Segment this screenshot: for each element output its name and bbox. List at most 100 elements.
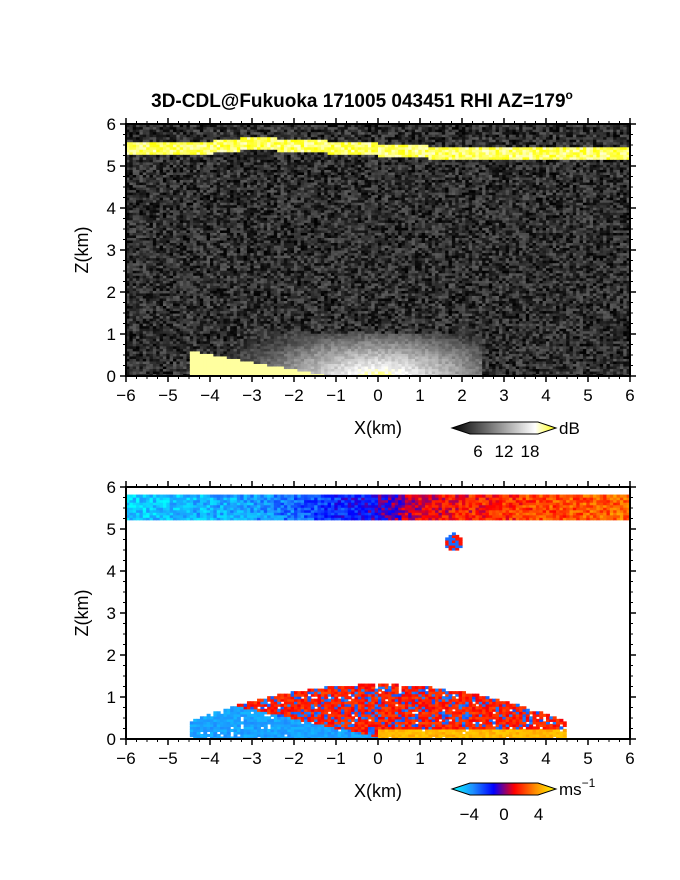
snr-cell [176, 280, 181, 284]
snr-cell [179, 328, 184, 332]
snr-cell [173, 290, 177, 294]
snr-cell [129, 164, 134, 168]
snr-cell [156, 232, 161, 236]
snr-cell [139, 174, 144, 178]
snr-cell [166, 189, 171, 193]
snr-cell [176, 292, 181, 296]
snr-cell [199, 350, 204, 354]
snr-cell [129, 290, 134, 294]
snr-cell [129, 247, 134, 251]
snr-cell [136, 126, 141, 130]
snr-cell [173, 179, 177, 183]
snr-cell [132, 267, 137, 271]
snr-cell [146, 300, 151, 304]
snr-cell [126, 285, 130, 289]
snr-cell [136, 184, 141, 188]
snr-cell [179, 363, 184, 367]
snr-cell [199, 149, 204, 153]
snr-cell [166, 154, 171, 158]
snr-cell [126, 370, 130, 375]
snr-cell [139, 320, 144, 324]
snr-cell [193, 358, 198, 362]
snr-cell [156, 229, 161, 233]
snr-cell [152, 176, 157, 181]
snr-cell [183, 139, 188, 143]
snr-cell [166, 323, 171, 327]
snr-cell [162, 287, 167, 291]
snr-cell [142, 139, 147, 143]
snr-cell [139, 197, 144, 201]
snr-cell [189, 192, 194, 196]
snr-cell [156, 187, 161, 191]
snr-cell [179, 189, 184, 193]
snr-cell [146, 181, 151, 186]
snr-cell [173, 350, 177, 354]
snr-cell [193, 149, 198, 153]
snr-cell [142, 217, 147, 221]
snr-cell [136, 136, 141, 140]
snr-cell [166, 277, 171, 281]
snr-cell [186, 265, 191, 269]
snr-cell [162, 360, 167, 364]
snr-cell [196, 300, 201, 304]
snr-cell [199, 184, 204, 188]
snr-cell [152, 192, 157, 196]
snr-cell [129, 287, 134, 291]
snr-cell [179, 244, 184, 249]
snr-cell [136, 265, 141, 269]
snr-cell [183, 257, 188, 261]
snr-cell [173, 320, 177, 324]
snr-cell [189, 313, 194, 317]
snr-cell [169, 139, 174, 143]
snr-cell [186, 305, 191, 309]
snr-cell [173, 300, 177, 304]
snr-cell [199, 260, 204, 264]
snr-cell [193, 250, 198, 254]
snr-cell [146, 320, 151, 324]
snr-cell [186, 187, 191, 191]
snr-cell [156, 252, 161, 256]
snr-cell [126, 257, 130, 261]
snr-cell [179, 129, 184, 133]
snr-cell [176, 199, 181, 203]
snr-cell [166, 192, 171, 196]
snr-cell [196, 277, 201, 281]
snr-cell [199, 234, 204, 238]
snr-cell [162, 234, 167, 238]
snr-cell [169, 257, 174, 261]
snr-cell [132, 144, 137, 148]
snr-cell [169, 260, 174, 264]
snr-cell [179, 239, 184, 244]
snr-cell [129, 139, 134, 143]
snr-cell [193, 131, 198, 135]
snr-cell [169, 323, 174, 327]
snr-cell [199, 207, 204, 211]
snr-cell [126, 360, 130, 364]
snr-cell [193, 227, 198, 231]
snr-cell [156, 174, 161, 178]
snr-cell [146, 214, 151, 218]
snr-cell [173, 217, 177, 221]
snr-cell [199, 363, 204, 367]
snr-cell [136, 164, 141, 168]
snr-cell [142, 174, 147, 178]
snr-cell [186, 169, 191, 173]
snr-cell [142, 169, 147, 173]
snr-cell [156, 171, 161, 175]
snr-cell [199, 345, 204, 349]
snr-cell [159, 131, 164, 135]
snr-cell [146, 373, 151, 376]
snr-cell [142, 328, 147, 332]
snr-cell [149, 197, 154, 201]
snr-cell [186, 257, 191, 261]
snr-cell [169, 176, 174, 181]
snr-cell [159, 129, 164, 133]
snr-cell [126, 242, 130, 246]
snr-cell [126, 323, 130, 327]
snr-cell [162, 136, 167, 140]
snr-cell [179, 300, 184, 304]
snr-cell [139, 209, 144, 213]
snr-cell [129, 338, 134, 342]
snr-cell [136, 297, 141, 301]
snr-cell [126, 194, 130, 198]
